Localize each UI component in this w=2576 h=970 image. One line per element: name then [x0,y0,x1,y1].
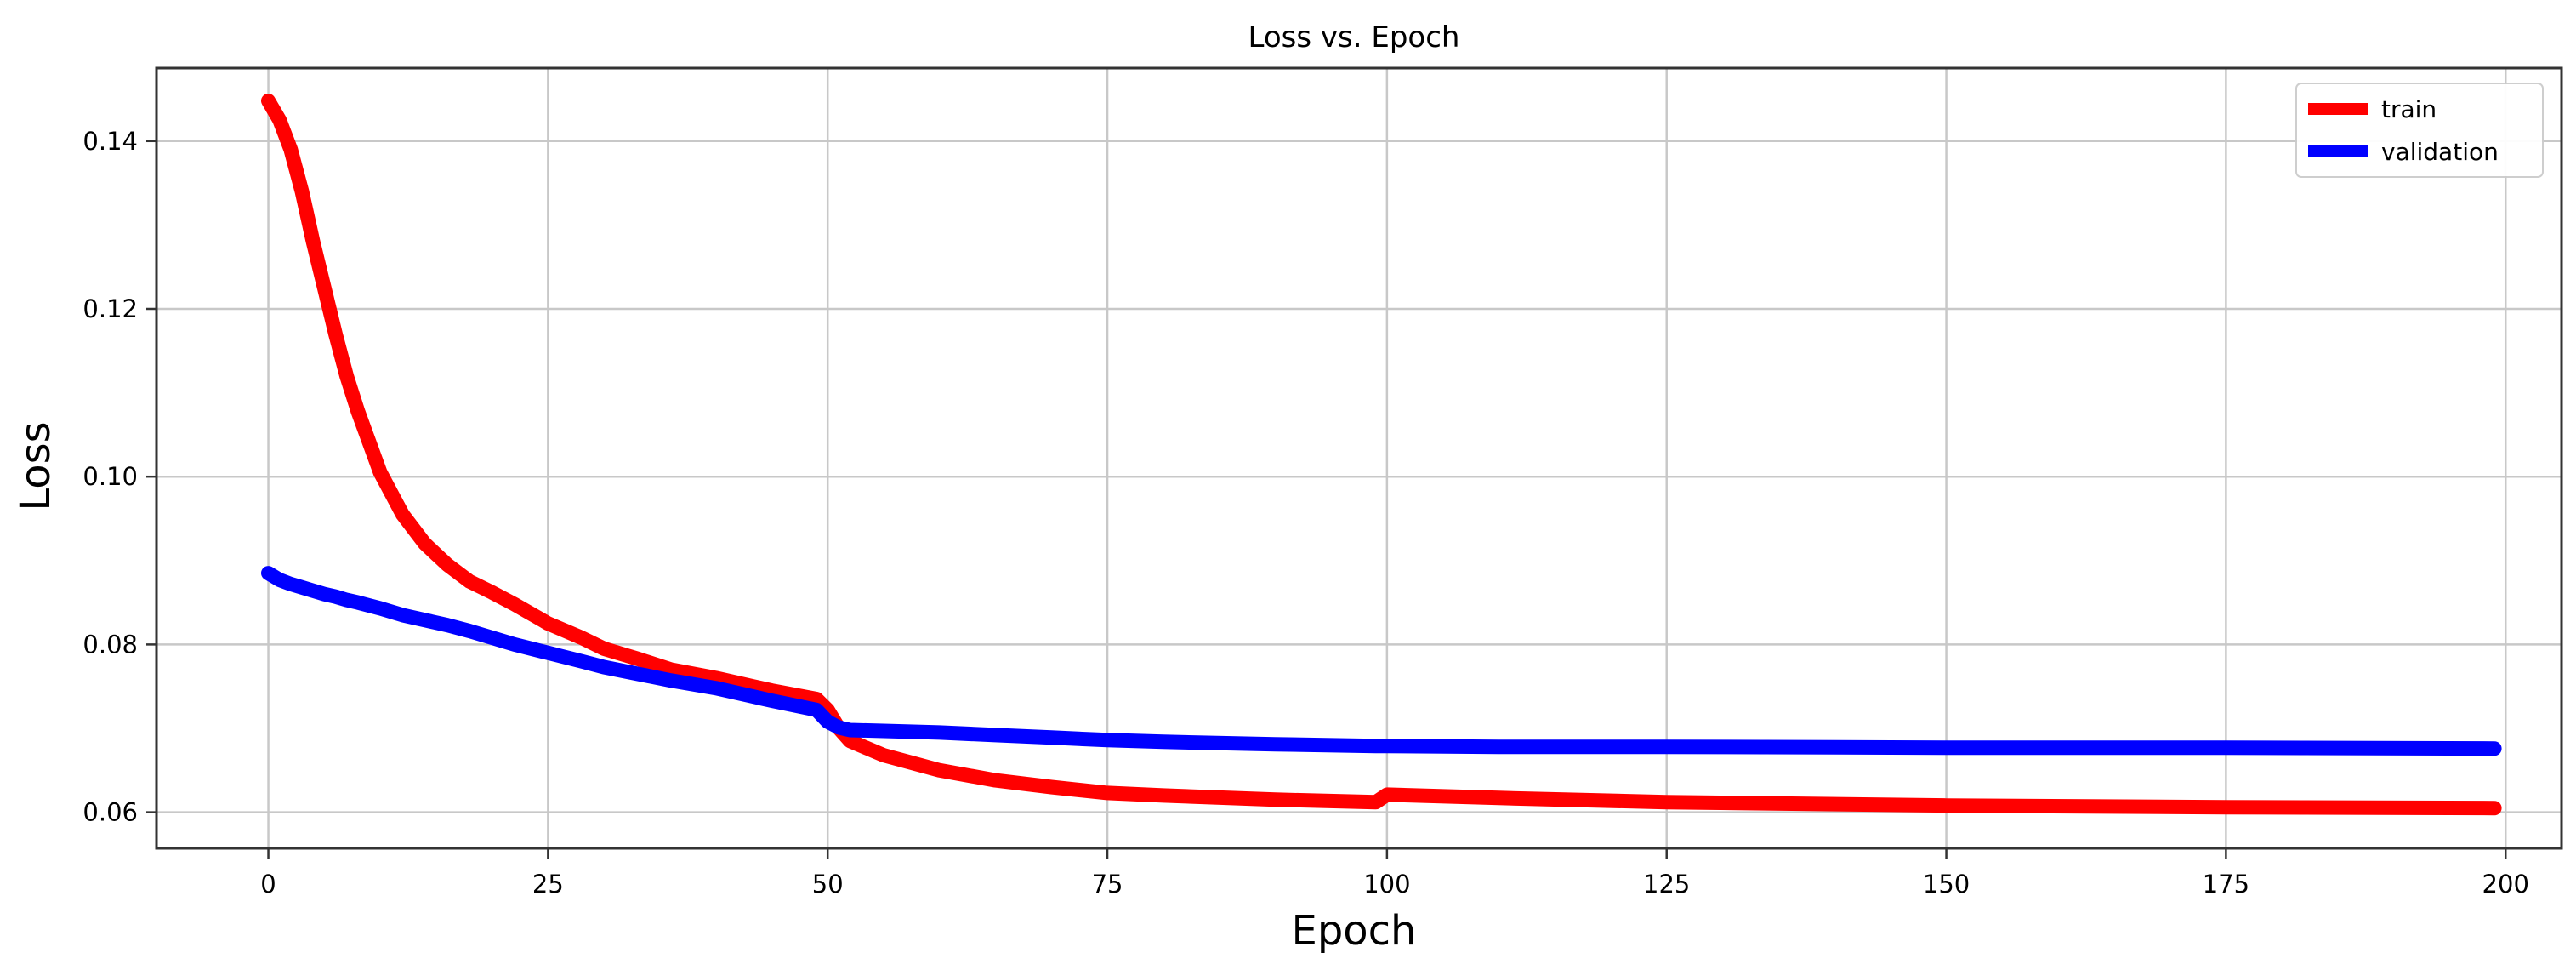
x-tick-label: 100 [1363,870,1410,899]
y-tick-label: 0.12 [82,294,138,323]
x-tick-label: 200 [2482,870,2529,899]
legend: train validation [2295,83,2544,178]
series-lines [261,94,2502,816]
x-axis-label: Epoch [1292,907,1417,955]
y-tick-label: 0.14 [82,127,138,156]
series-line-train [261,94,2502,816]
x-tick-label: 175 [2203,870,2249,899]
x-tick-label: 50 [812,870,844,899]
plot-frame [155,66,2563,850]
chart-title: Loss vs. Epoch [1248,20,1460,54]
legend-label-validation: validation [2381,138,2499,166]
x-tick-label: 150 [1923,870,1970,899]
series-line-validation [261,566,2502,756]
y-axis-label: Loss [12,421,60,511]
y-tick-label: 0.10 [82,462,138,491]
y-tick-label: 0.06 [82,798,138,827]
x-tick-label: 25 [532,870,564,899]
legend-label-train: train [2381,95,2437,123]
x-tick-label: 125 [1643,870,1690,899]
x-tick-label: 75 [1092,870,1123,899]
axis-ticks: 0 25 50 75 100 125 150 175 200 0.06 0.08 0.10 0.12 0.… [82,127,2528,899]
x-tick-label: 0 [260,870,276,899]
y-tick-label: 0.08 [82,630,138,659]
